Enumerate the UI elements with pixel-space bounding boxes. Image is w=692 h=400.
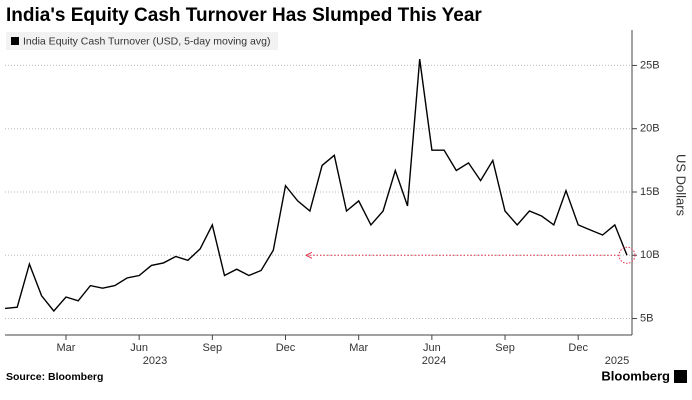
line xyxy=(4,59,628,313)
y-axis-label: US Dollars xyxy=(674,154,689,217)
x-tick-label: Mar xyxy=(57,342,76,354)
y-tick-label: 25B xyxy=(640,59,660,71)
y-tick-label: 20B xyxy=(640,123,660,135)
chart-title: India's Equity Cash Turnover Has Slumped… xyxy=(6,5,482,26)
x-tick-label: Dec xyxy=(276,342,296,354)
annotation-arrowhead xyxy=(305,251,313,259)
x-tick-label: Jun xyxy=(423,342,441,354)
brand-icon xyxy=(674,370,687,383)
legend-box xyxy=(6,32,278,50)
y-tick-label: 5B xyxy=(640,312,653,324)
year-label: 2025 xyxy=(605,355,629,367)
year-label: 2023 xyxy=(143,355,167,367)
x-tick-label: Mar xyxy=(349,342,368,354)
brand: Bloomberg xyxy=(601,368,670,383)
y-tick-label: 10B xyxy=(640,249,660,261)
x-tick-label: Sep xyxy=(495,342,515,354)
annotation-circle xyxy=(618,246,636,264)
x-tick-label: Dec xyxy=(568,342,588,354)
legend-swatch xyxy=(11,37,19,45)
year-label: 2024 xyxy=(422,355,446,367)
x-tick-label: Sep xyxy=(203,342,223,354)
y-tick-label: 15B xyxy=(640,186,660,198)
source: Source: Bloomberg xyxy=(6,371,103,383)
x-tick-label: Jun xyxy=(130,342,148,354)
legend-label: India Equity Cash Turnover (USD, 5-day m… xyxy=(23,35,270,47)
